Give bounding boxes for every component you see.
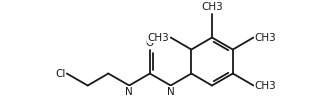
Text: CH3: CH3 [255, 33, 277, 43]
Text: CH3: CH3 [148, 33, 170, 43]
Text: N: N [167, 87, 174, 97]
Text: N: N [125, 87, 133, 97]
Text: O: O [146, 38, 154, 48]
Text: CH3: CH3 [201, 2, 223, 12]
Text: CH3: CH3 [255, 81, 277, 91]
Text: Cl: Cl [55, 68, 66, 78]
